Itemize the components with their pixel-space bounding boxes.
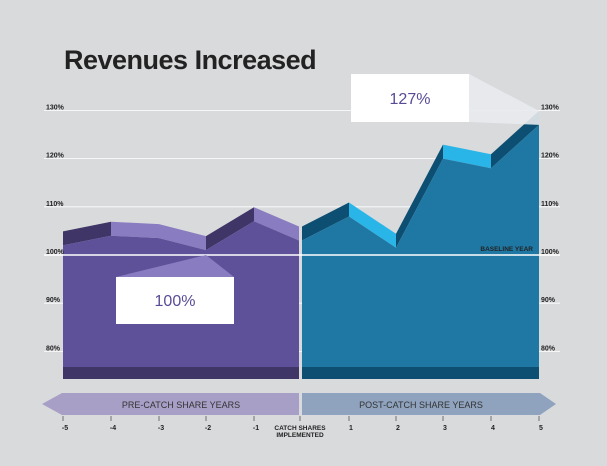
x-tick-label: 2	[396, 425, 400, 432]
post-area-base	[302, 367, 539, 379]
y-tick-label-right: 120%	[541, 153, 560, 160]
y-tick-label-right: 100%	[541, 249, 560, 256]
y-tick-label-right: 90%	[541, 297, 556, 304]
callouts: 127% 100%	[116, 74, 539, 324]
post-area-ridge	[491, 110, 539, 169]
post-callout-pointer	[469, 74, 539, 125]
post-area-ridge	[443, 144, 491, 169]
pre-area-ridge	[254, 207, 299, 241]
pre-area-ridge	[63, 221, 111, 246]
pre-area-ridge	[111, 221, 159, 239]
y-tick-label-left: 100%	[46, 249, 65, 256]
x-tick-label: 5	[539, 425, 543, 432]
pre-period-label: PRE-CATCH SHARE YEARS	[122, 400, 240, 410]
y-tick-label-left: 110%	[46, 201, 64, 208]
x-tick-label: 3	[443, 425, 447, 432]
x-tick-label: 4	[491, 425, 495, 432]
post-period-label: POST-CATCH SHARE YEARS	[359, 400, 483, 410]
pre-callout-box	[116, 277, 234, 324]
post-area-ridge	[396, 144, 443, 248]
implemented-label-line2: IMPLEMENTED	[276, 432, 324, 439]
baseline-label: BASELINE YEAR	[480, 246, 533, 253]
y-tick-label-right: 110%	[541, 201, 559, 208]
y-axis: 130% 130% 120% 120% 110% 110% 100% 100% 90% 90% 80…	[46, 104, 560, 352]
x-tick-label: -1	[253, 425, 259, 432]
chart-title: Revenues Increased	[64, 45, 316, 75]
post-callout-value: 127%	[390, 91, 431, 108]
pre-area-ridge	[206, 207, 254, 251]
post-callout-box	[351, 74, 469, 122]
y-tick-label-left: 90%	[46, 297, 61, 304]
x-tick-label: -5	[62, 425, 68, 432]
y-tick-label-right: 130%	[541, 104, 560, 111]
y-tick-label-left: 130%	[46, 104, 65, 111]
x-tick-label: -2	[205, 425, 211, 432]
pre-callout-value: 100%	[155, 293, 196, 310]
post-area-ridge	[349, 202, 396, 248]
implemented-label-line1: CATCH SHARES	[274, 425, 326, 432]
series-areas	[63, 110, 539, 379]
x-tick-label: 1	[349, 425, 353, 432]
post-period-band	[302, 393, 556, 415]
x-axis: -5 -4 -3 -2 -1 1 2 3 4 5	[62, 416, 543, 432]
pre-area-base	[63, 367, 299, 379]
pre-callout-pointer	[116, 255, 234, 277]
y-tick-label-left: 80%	[46, 345, 61, 352]
x-tick-label: -4	[110, 425, 116, 432]
y-tick-label-left: 120%	[46, 153, 65, 160]
pre-period-band	[42, 393, 299, 415]
period-bands: PRE-CATCH SHARE YEARS POST-CATCH SHARE Y…	[42, 393, 556, 415]
x-tick-label: -3	[158, 425, 164, 432]
y-tick-label-right: 80%	[541, 345, 556, 352]
post-area-ridge	[302, 202, 349, 241]
pre-area-ridge	[159, 224, 206, 251]
post-area	[302, 124, 539, 367]
